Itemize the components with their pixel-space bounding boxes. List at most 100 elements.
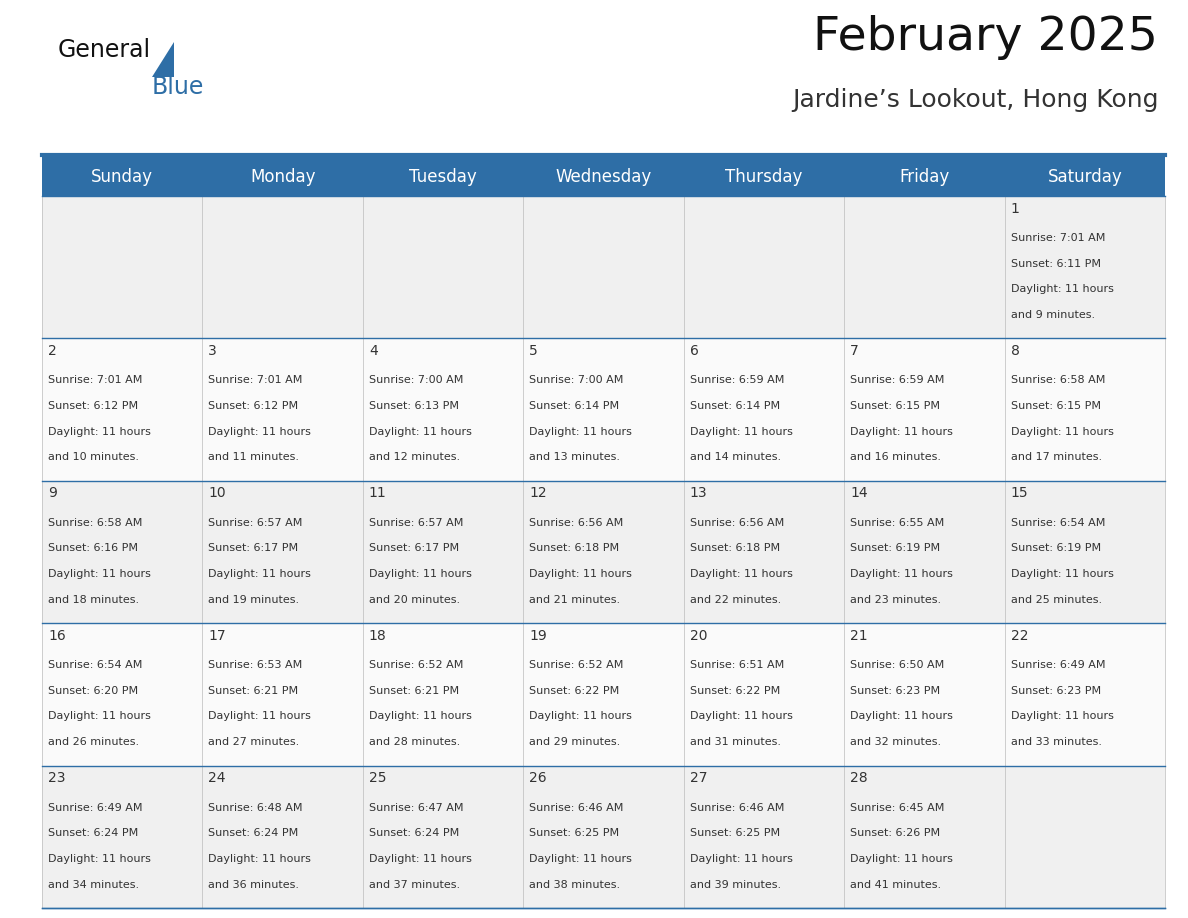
Text: 27: 27 (690, 771, 707, 785)
Text: Daylight: 11 hours: Daylight: 11 hours (690, 569, 792, 579)
Text: Daylight: 11 hours: Daylight: 11 hours (368, 711, 472, 722)
Text: General: General (58, 38, 151, 62)
Text: Daylight: 11 hours: Daylight: 11 hours (530, 427, 632, 437)
Text: Sunset: 6:19 PM: Sunset: 6:19 PM (1011, 543, 1101, 554)
Text: 12: 12 (530, 487, 546, 500)
Text: Sunrise: 6:51 AM: Sunrise: 6:51 AM (690, 660, 784, 670)
Text: 19: 19 (530, 629, 546, 643)
Text: Sunrise: 6:58 AM: Sunrise: 6:58 AM (1011, 375, 1105, 386)
Text: 25: 25 (368, 771, 386, 785)
Bar (1005, 766, 1165, 908)
Text: Daylight: 11 hours: Daylight: 11 hours (851, 711, 953, 722)
Text: and 27 minutes.: and 27 minutes. (208, 737, 299, 747)
Text: and 12 minutes.: and 12 minutes. (368, 453, 460, 463)
Bar (1005, 481, 1165, 623)
Text: and 29 minutes.: and 29 minutes. (530, 737, 620, 747)
Text: 6: 6 (690, 344, 699, 358)
Bar (523, 623, 684, 766)
Text: Monday: Monday (249, 167, 315, 185)
Text: 10: 10 (208, 487, 226, 500)
Text: Sunset: 6:22 PM: Sunset: 6:22 PM (690, 686, 781, 696)
Text: Sunset: 6:21 PM: Sunset: 6:21 PM (368, 686, 459, 696)
Text: and 41 minutes.: and 41 minutes. (851, 879, 941, 890)
Text: Sunrise: 6:57 AM: Sunrise: 6:57 AM (208, 518, 303, 528)
Text: Daylight: 11 hours: Daylight: 11 hours (208, 854, 311, 864)
Text: Daylight: 11 hours: Daylight: 11 hours (48, 427, 151, 437)
Text: 17: 17 (208, 629, 226, 643)
Text: 22: 22 (1011, 629, 1028, 643)
Text: and 33 minutes.: and 33 minutes. (1011, 737, 1101, 747)
Bar (684, 339, 845, 481)
Text: and 36 minutes.: and 36 minutes. (208, 879, 299, 890)
Text: Blue: Blue (152, 75, 204, 99)
Bar (362, 766, 523, 908)
Text: Sunrise: 6:50 AM: Sunrise: 6:50 AM (851, 660, 944, 670)
Text: Sunset: 6:11 PM: Sunset: 6:11 PM (1011, 259, 1100, 269)
Text: Saturday: Saturday (1048, 167, 1123, 185)
Text: Daylight: 11 hours: Daylight: 11 hours (1011, 427, 1113, 437)
Text: 3: 3 (208, 344, 217, 358)
Text: Sunset: 6:18 PM: Sunset: 6:18 PM (530, 543, 619, 554)
Text: 28: 28 (851, 771, 867, 785)
Bar (684, 623, 845, 766)
Text: 18: 18 (368, 629, 386, 643)
Text: Daylight: 11 hours: Daylight: 11 hours (851, 427, 953, 437)
Bar (845, 339, 1005, 481)
Text: Daylight: 11 hours: Daylight: 11 hours (48, 569, 151, 579)
Text: Sunrise: 6:45 AM: Sunrise: 6:45 AM (851, 802, 944, 812)
Text: Sunset: 6:20 PM: Sunset: 6:20 PM (48, 686, 138, 696)
Text: Daylight: 11 hours: Daylight: 11 hours (208, 427, 311, 437)
Text: Sunset: 6:22 PM: Sunset: 6:22 PM (530, 686, 619, 696)
Text: Sunset: 6:17 PM: Sunset: 6:17 PM (208, 543, 298, 554)
Text: Sunset: 6:26 PM: Sunset: 6:26 PM (851, 828, 940, 838)
Bar (1005, 339, 1165, 481)
Text: 15: 15 (1011, 487, 1028, 500)
Bar (523, 766, 684, 908)
Bar (845, 196, 1005, 339)
Text: 5: 5 (530, 344, 538, 358)
Text: Sunset: 6:15 PM: Sunset: 6:15 PM (1011, 401, 1100, 411)
Text: 11: 11 (368, 487, 386, 500)
Text: Friday: Friday (899, 167, 949, 185)
Text: 24: 24 (208, 771, 226, 785)
Text: 13: 13 (690, 487, 707, 500)
Text: Sunrise: 7:01 AM: Sunrise: 7:01 AM (48, 375, 143, 386)
Text: 8: 8 (1011, 344, 1019, 358)
Text: Sunrise: 6:56 AM: Sunrise: 6:56 AM (690, 518, 784, 528)
Bar (42, 196, 202, 339)
Text: Daylight: 11 hours: Daylight: 11 hours (48, 854, 151, 864)
Text: 14: 14 (851, 487, 867, 500)
Text: 4: 4 (368, 344, 378, 358)
Text: 20: 20 (690, 629, 707, 643)
Bar (523, 481, 684, 623)
Text: Sunrise: 6:59 AM: Sunrise: 6:59 AM (690, 375, 784, 386)
Text: Wednesday: Wednesday (555, 167, 652, 185)
Text: Daylight: 11 hours: Daylight: 11 hours (530, 569, 632, 579)
Text: and 13 minutes.: and 13 minutes. (530, 453, 620, 463)
Text: Sunday: Sunday (91, 167, 153, 185)
Text: Sunset: 6:25 PM: Sunset: 6:25 PM (530, 828, 619, 838)
Text: Sunrise: 6:52 AM: Sunrise: 6:52 AM (368, 660, 463, 670)
Text: Sunset: 6:12 PM: Sunset: 6:12 PM (48, 401, 138, 411)
Text: and 25 minutes.: and 25 minutes. (1011, 595, 1101, 605)
Text: and 11 minutes.: and 11 minutes. (208, 453, 299, 463)
Text: Sunrise: 6:57 AM: Sunrise: 6:57 AM (368, 518, 463, 528)
Text: Sunrise: 7:01 AM: Sunrise: 7:01 AM (208, 375, 303, 386)
Bar (845, 481, 1005, 623)
Text: Sunset: 6:13 PM: Sunset: 6:13 PM (368, 401, 459, 411)
Text: Sunrise: 6:53 AM: Sunrise: 6:53 AM (208, 660, 303, 670)
Bar (1005, 196, 1165, 339)
Bar (362, 623, 523, 766)
Text: 21: 21 (851, 629, 867, 643)
Text: Sunset: 6:12 PM: Sunset: 6:12 PM (208, 401, 298, 411)
Text: 7: 7 (851, 344, 859, 358)
Text: 9: 9 (48, 487, 57, 500)
Text: Daylight: 11 hours: Daylight: 11 hours (851, 854, 953, 864)
Text: 1: 1 (1011, 202, 1019, 216)
Text: Sunset: 6:25 PM: Sunset: 6:25 PM (690, 828, 779, 838)
Bar (202, 623, 362, 766)
Text: Daylight: 11 hours: Daylight: 11 hours (368, 569, 472, 579)
Text: February 2025: February 2025 (814, 15, 1158, 60)
Text: and 26 minutes.: and 26 minutes. (48, 737, 139, 747)
Text: Daylight: 11 hours: Daylight: 11 hours (530, 854, 632, 864)
